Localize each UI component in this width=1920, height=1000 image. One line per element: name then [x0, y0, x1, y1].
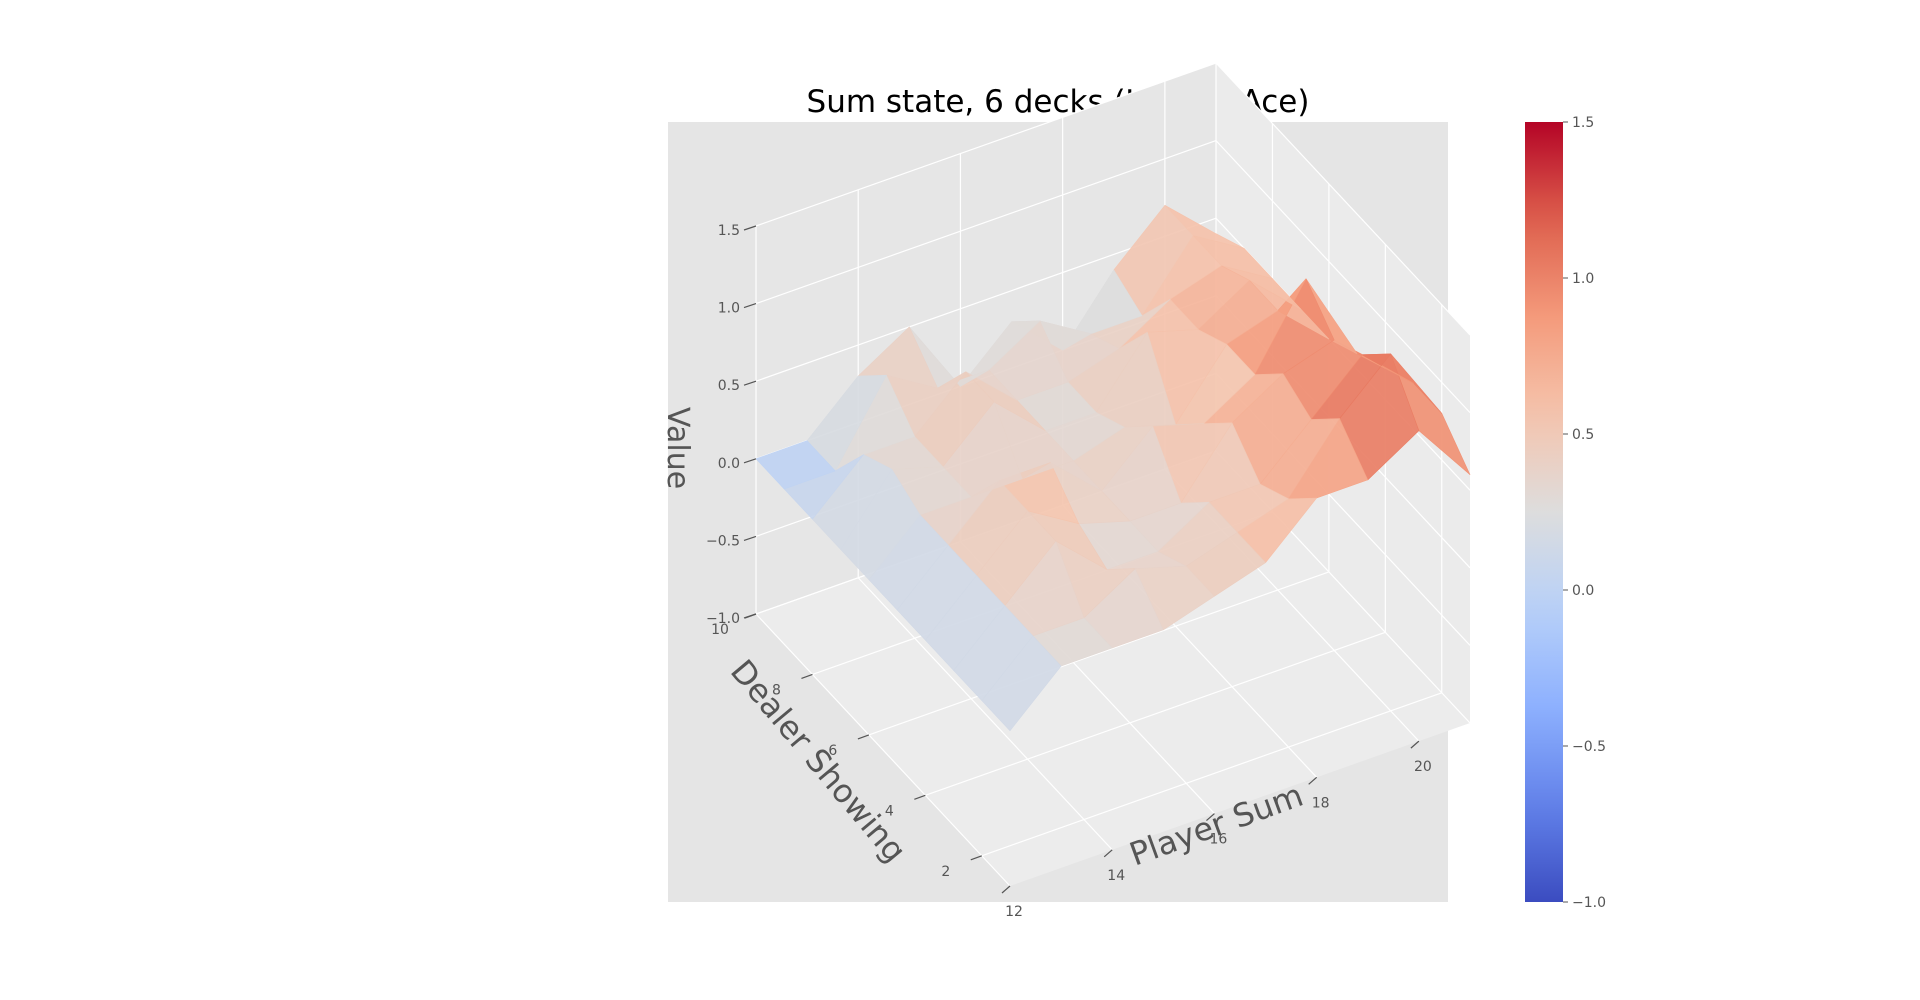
x-tick-mark	[1206, 813, 1215, 822]
z-tick-label: −1.0	[706, 611, 740, 627]
y-tick-mark	[970, 855, 982, 861]
surface-plot	[755, 205, 1471, 732]
z-tick-label: 0.5	[718, 378, 740, 394]
colorbar-tick-label: 1.0	[1572, 271, 1594, 287]
x-tick-label: 12	[1005, 904, 1023, 920]
z-tick-mark	[743, 535, 757, 541]
x-tick-mark	[1308, 776, 1318, 785]
y-tick-label: 8	[772, 682, 781, 698]
colorbar-tick-label: −1.0	[1572, 895, 1606, 911]
grid-line-z	[755, 140, 1217, 305]
z-tick-label: 1.0	[718, 301, 740, 317]
z-tick-label: −0.5	[706, 533, 740, 549]
x-tick-mark	[1410, 740, 1420, 749]
z-tick-mark	[743, 380, 757, 386]
z-tick-label: 1.5	[718, 223, 740, 239]
grid-line-z	[755, 62, 1217, 227]
grid-line-z	[1215, 140, 1471, 414]
surface-patch	[755, 440, 836, 490]
y-tick-mark	[914, 794, 926, 800]
grid-line-y	[868, 571, 1330, 736]
z-tick-mark	[743, 613, 757, 619]
grid-line-x	[857, 577, 1113, 851]
y-tick-mark	[801, 673, 813, 680]
y-tick-mark	[857, 734, 870, 740]
colorbar	[1525, 122, 1563, 902]
z-tick-mark	[743, 225, 757, 231]
grid-line-z	[1215, 62, 1471, 336]
colorbar-tick-label: 0.0	[1572, 583, 1594, 599]
y-tick-label: 2	[941, 864, 950, 880]
x-tick-label: 16	[1210, 832, 1228, 848]
y-tick-label: 6	[828, 743, 837, 759]
colorbar-tick-label: −0.5	[1572, 739, 1606, 755]
x-tick-label: 14	[1107, 868, 1125, 884]
z-axis-label: Value	[660, 407, 695, 489]
x-tick-mark	[1103, 849, 1113, 858]
colorbar-ticks: −1.0 −0.5 0.0 0.5 1.0 1.5	[1563, 115, 1606, 911]
grid-line-x	[755, 613, 1011, 887]
x-tick-label: 20	[1414, 759, 1432, 775]
grid-line-y	[925, 631, 1386, 796]
z-tick-label: 0.0	[718, 456, 740, 472]
x-tick-label: 18	[1312, 795, 1330, 811]
grid-line-y	[981, 692, 1442, 857]
colorbar-tick-label: 0.5	[1572, 427, 1594, 443]
z-tick-mark	[743, 458, 757, 464]
colorbar-tick-label: 1.5	[1572, 115, 1594, 131]
z-tick-mark	[743, 303, 757, 309]
y-tick-label: 4	[885, 803, 894, 819]
x-tick-mark	[1001, 885, 1011, 894]
axis-ticks: 12 14 16 18 20 2 4 6 8 10−1.0 −0.5 0.0 0.5 1.0 1.5	[706, 223, 1432, 920]
y-tick-label: 10	[711, 622, 729, 638]
